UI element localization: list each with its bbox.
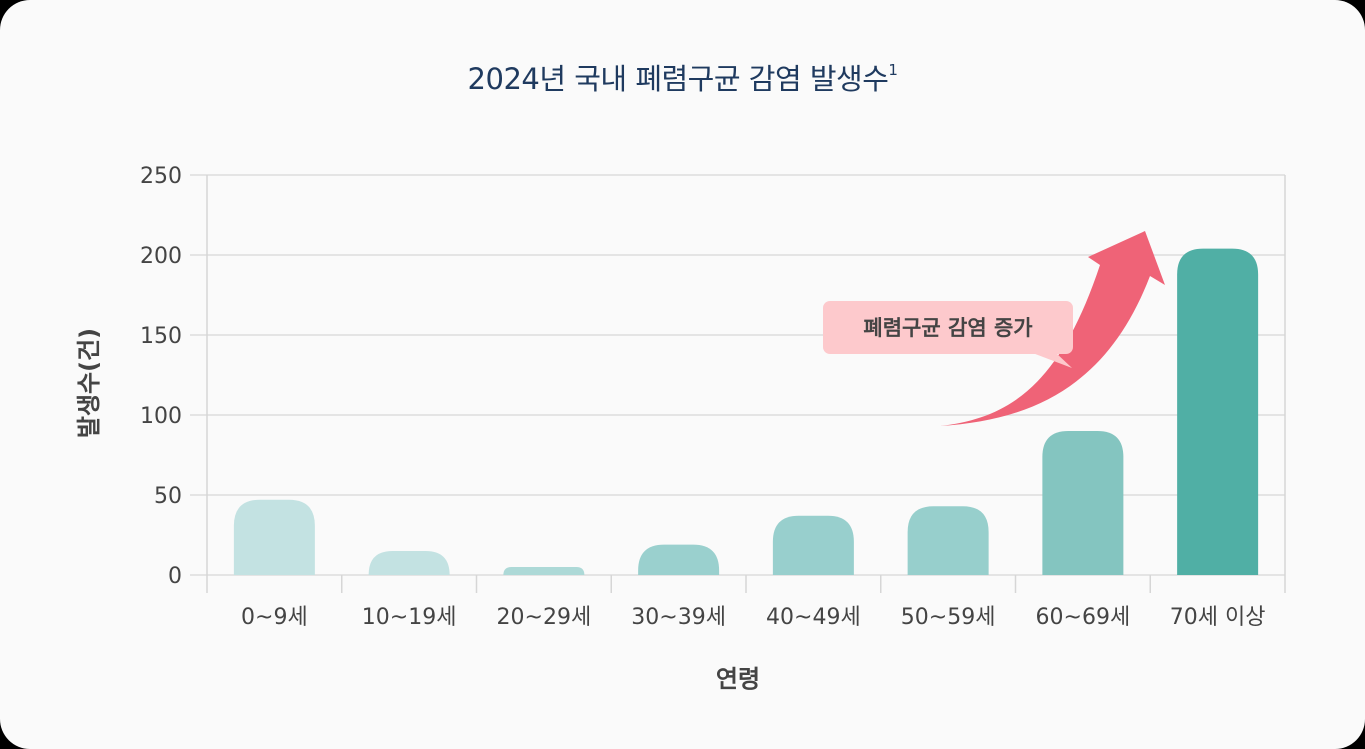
- bar-6: [907, 506, 989, 575]
- y-axis-label: 발생수(건): [75, 328, 103, 438]
- callout-text: 폐렴구균 감염 증가: [863, 316, 1033, 340]
- x-tick-label: 0~9세: [241, 605, 308, 630]
- bar-1: [233, 499, 315, 575]
- x-tick-label: 60~69세: [1036, 605, 1131, 630]
- bar-8: [1177, 248, 1259, 575]
- bar-7: [1042, 431, 1124, 575]
- x-tick-label: 20~29세: [497, 605, 592, 630]
- y-tick-label: 0: [168, 564, 182, 589]
- x-tick-label: 30~39세: [631, 605, 726, 630]
- x-tick-label: 50~59세: [901, 605, 996, 630]
- trend-arrow-icon: [940, 231, 1165, 426]
- bar-5: [772, 515, 854, 575]
- x-axis-label: 연령: [716, 665, 760, 693]
- y-tick-label: 150: [140, 324, 182, 349]
- callout-tail: [1030, 352, 1072, 368]
- y-tick-label: 50: [154, 484, 182, 509]
- bar-2: [368, 551, 450, 575]
- chart-title-text: 2024년 국내 폐렴구균 감염 발생수: [467, 62, 889, 96]
- chart-title: 2024년 국내 폐렴구균 감염 발생수1: [0, 56, 1365, 98]
- x-tick-label: 70세 이상: [1170, 605, 1266, 630]
- callout: 폐렴구균 감염 증가: [823, 301, 1073, 368]
- x-tick-label: 40~49세: [766, 605, 861, 630]
- bar-3: [503, 567, 585, 575]
- bar-4: [638, 544, 720, 575]
- y-tick-label: 250: [140, 164, 182, 189]
- footnote-marker: 1: [888, 61, 898, 79]
- y-tick-label: 200: [140, 244, 182, 269]
- x-tick-label: 10~19세: [362, 605, 457, 630]
- y-tick-label: 100: [140, 404, 182, 429]
